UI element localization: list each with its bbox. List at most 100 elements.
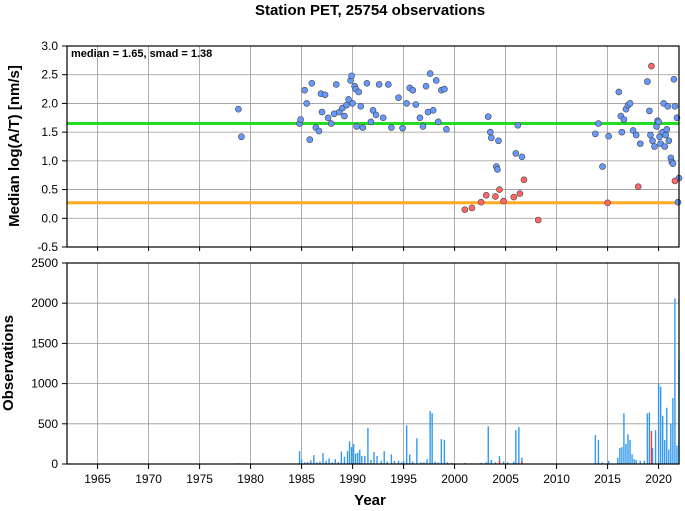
data-point (443, 125, 450, 133)
data-point (649, 137, 656, 145)
chart-title: Station PET, 25754 observations (255, 2, 485, 19)
data-point (656, 133, 663, 141)
data-point (595, 120, 602, 127)
top-plot-area (67, 46, 679, 247)
data-point (369, 107, 377, 114)
data-point (605, 132, 612, 140)
data-point (620, 116, 628, 123)
data-point (359, 124, 367, 131)
top-plot-frame (66, 45, 680, 248)
data-point (238, 133, 245, 141)
x-tick-label: 1970 (135, 472, 162, 486)
x-tick-label: 2020 (645, 472, 672, 486)
data-point (353, 123, 360, 130)
data-point (592, 130, 599, 138)
data-point (297, 116, 304, 123)
data-point (357, 103, 365, 110)
data-point (671, 177, 679, 185)
bottom-y-axis-label: Observations (0, 315, 17, 411)
data-point (367, 118, 375, 126)
data-point (318, 108, 326, 116)
bottom-y-tick-label: 0 (51, 457, 58, 471)
bottom-y-tick-label: 1000 (31, 377, 58, 391)
bottom-y-tick-label: 2500 (31, 256, 58, 270)
data-point (670, 76, 678, 83)
data-point (482, 192, 490, 199)
data-point (375, 81, 383, 88)
data-point (341, 112, 348, 120)
data-point (308, 80, 316, 87)
data-point (355, 88, 363, 96)
data-point (321, 91, 329, 99)
median-scatter-panel: -0.5 0.0 0.5 1.0 1.5 2.0 2.5 3.0 median = 1.65,… (6, 39, 683, 254)
data-point (512, 150, 520, 157)
data-point (663, 125, 671, 133)
top-y-ticks: -0.5 0.0 0.5 1.0 1.5 2.0 2.5 3.0 (37, 39, 660, 254)
data-point (422, 82, 430, 90)
data-point (461, 206, 469, 213)
data-point (349, 100, 356, 107)
bottom-bars (237, 298, 680, 464)
data-point (632, 131, 640, 139)
top-y-tick-label: 3.0 (41, 39, 58, 53)
bottom-y-tick-label: 2000 (31, 296, 58, 310)
x-tick-label: 1965 (84, 472, 111, 486)
data-point (429, 107, 437, 114)
data-point (477, 198, 485, 206)
x-tick-label: 1980 (237, 472, 264, 486)
data-point (403, 100, 410, 107)
top-y-tick-label: 0.5 (41, 183, 58, 197)
data-point (651, 143, 658, 150)
data-point (306, 136, 314, 143)
top-y-axis-label: Median log(A/T) [nm/s] (6, 65, 23, 227)
x-tick-label: 1990 (339, 472, 366, 486)
data-point (636, 140, 644, 147)
data-point (301, 86, 308, 94)
data-point (399, 124, 406, 132)
data-point (520, 176, 528, 184)
data-point (674, 198, 682, 206)
data-point (327, 120, 335, 127)
data-point (488, 134, 495, 142)
data-point (534, 216, 542, 224)
data-point (388, 124, 395, 131)
x-tick-label: 2015 (594, 472, 621, 486)
data-point (626, 100, 634, 107)
data-point (432, 77, 440, 84)
data-point (516, 190, 524, 197)
data-point (496, 186, 503, 193)
data-point (486, 128, 494, 136)
data-point (500, 197, 507, 205)
data-point (363, 80, 371, 87)
data-point (661, 143, 669, 150)
data-point (599, 163, 606, 170)
top-y-tick-label: 0.0 (41, 211, 58, 225)
x-tick-label: 1975 (186, 472, 213, 486)
data-point (235, 105, 242, 113)
x-tick-label: 2000 (441, 472, 468, 486)
top-y-tick-label: 1.5 (41, 125, 58, 139)
data-point (494, 166, 501, 173)
data-point (315, 127, 323, 135)
data-point (629, 127, 637, 134)
data-point (510, 193, 518, 201)
data-point (348, 72, 355, 80)
data-point (468, 204, 476, 212)
bottom-y-ticks: 0 500 1000 1500 2000 2500 (31, 256, 67, 471)
data-point (618, 128, 626, 136)
data-point (495, 137, 502, 145)
data-point (604, 199, 611, 207)
data-point (664, 103, 672, 110)
data-point (646, 107, 653, 115)
data-point (395, 94, 402, 101)
x-tick-label: 1985 (288, 472, 315, 486)
data-point (409, 86, 417, 94)
data-point (514, 121, 522, 129)
data-point (384, 81, 392, 88)
data-point (324, 114, 332, 122)
data-point (441, 85, 448, 93)
data-point (379, 114, 387, 122)
top-y-tick-label: -0.5 (37, 240, 58, 254)
data-point (615, 88, 623, 96)
data-point (671, 103, 679, 110)
